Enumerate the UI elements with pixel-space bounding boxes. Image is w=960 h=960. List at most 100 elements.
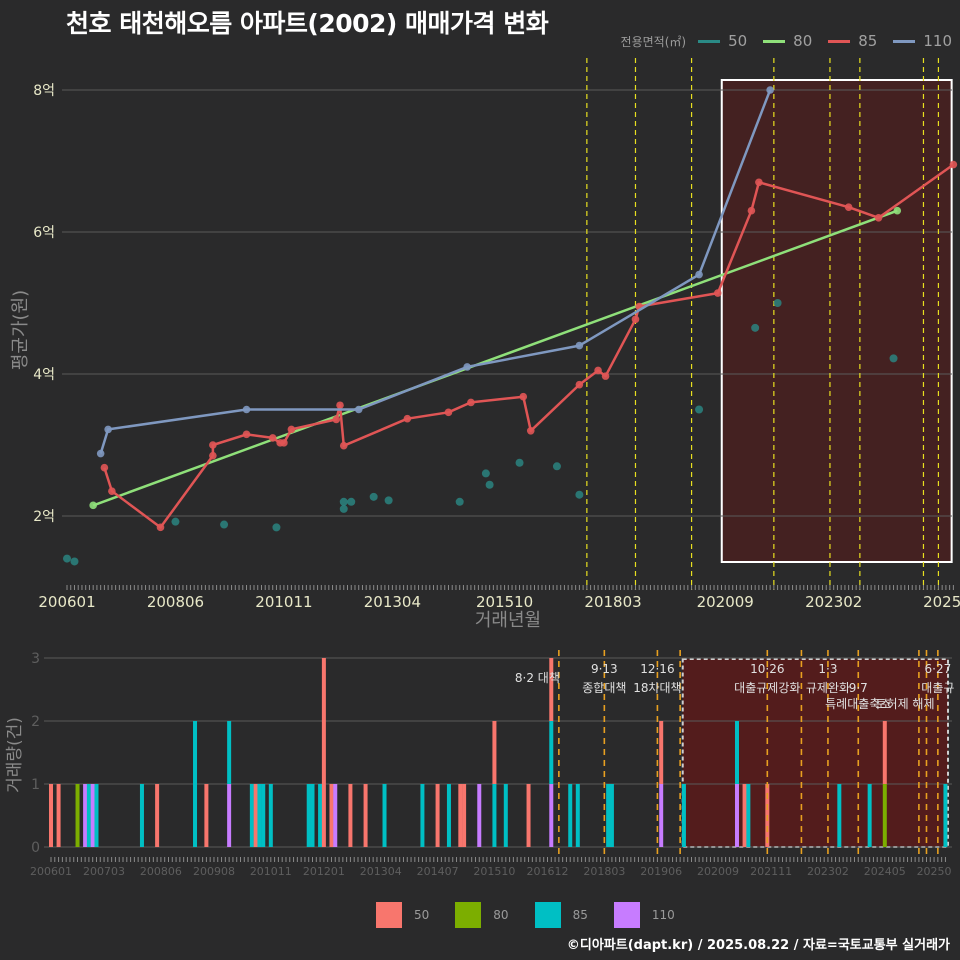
data-point-110 (463, 363, 471, 371)
data-point-85 (444, 408, 453, 417)
legend-key-110 (893, 39, 916, 43)
highlight-region-bottom (681, 658, 949, 848)
policy-date-label: 9·13 (591, 662, 618, 676)
bar-segment-85 (249, 784, 254, 847)
data-point-50 (889, 354, 898, 363)
y-tick-label-bottom: 2 (31, 714, 40, 730)
bar-segment-50 (321, 658, 326, 847)
x-tick-label-bottom: 20250 (917, 865, 952, 878)
x-tick-label-bottom: 200908 (193, 865, 235, 878)
policy-name-label: 18차대책 (633, 680, 681, 695)
y-axis-title: 평균가(원) (10, 290, 31, 370)
legend-label-110: 110 (923, 32, 952, 50)
data-point-85 (747, 206, 756, 215)
bar-segment-50 (329, 784, 334, 847)
x-tick-label-bottom: 202111 (750, 865, 792, 878)
data-point-50 (171, 517, 180, 526)
data-point-110 (104, 425, 112, 434)
y-tick-label: 8억 (33, 83, 55, 99)
bar-segment-85 (575, 784, 580, 847)
volume-chart: 0 1 2 3 거래량(건) 8·2 대책 9·13 종합대책 12·16 18차대책 10·26 대… (5, 650, 954, 878)
legend-swatch-50 (376, 902, 402, 928)
x-tick-label-bottom: 201011 (250, 865, 292, 878)
data-point-50 (552, 462, 561, 471)
x-tick-label-bottom: 201201 (303, 865, 345, 878)
data-point-110 (695, 270, 703, 279)
legend-bottom-label-80: 80 (493, 908, 509, 922)
policy-name-label: 9·7 (849, 681, 868, 695)
bar-segment-80 (75, 784, 80, 847)
price-chart: 2억 4억 6억 8억 200601 200806 201011 201304 201510 20… (10, 58, 960, 631)
legend-bottom-label-85: 85 (572, 908, 588, 922)
bar-segment-85 (446, 784, 451, 847)
bar-segment-85 (943, 784, 948, 847)
x-tick-label-bottom: 202009 (697, 865, 739, 878)
data-point-50 (485, 480, 494, 489)
bar-segment-85 (746, 784, 751, 847)
bar-segment-85 (310, 784, 315, 847)
legend-label-50: 50 (728, 32, 748, 50)
bar-segment-85 (139, 784, 144, 847)
data-point-110 (96, 449, 105, 458)
bar-segment-85 (261, 784, 266, 847)
series-line-80 (92, 209, 898, 507)
data-point-85 (575, 380, 584, 389)
legend-key-80 (763, 39, 786, 43)
x-tick-label-bottom: 201304 (360, 865, 402, 878)
bar-segment-85 (306, 784, 311, 847)
data-point-85 (467, 398, 475, 407)
bar-segment-85 (268, 784, 273, 847)
policy-name-label: 규제완화 (806, 681, 850, 695)
policy-name-label: 대출규 (921, 681, 954, 695)
data-point-50 (481, 469, 490, 478)
x-tick-label: 200601 (38, 593, 95, 611)
data-point-85 (108, 487, 116, 495)
y-tick-label: 4억 (33, 367, 55, 383)
data-point-85 (403, 414, 412, 423)
bar-segment-85 (257, 784, 262, 847)
x-tick-label-bottom: 200806 (140, 865, 182, 878)
series-line-110 (99, 89, 772, 454)
data-point-85 (713, 289, 722, 297)
legend-title: 전용면적(㎡) (620, 34, 687, 49)
x-tick-label-bottom: 200601 (30, 865, 72, 878)
data-point-85 (755, 178, 763, 187)
data-point-85 (594, 366, 602, 375)
data-point-50 (339, 504, 348, 513)
data-point-85 (209, 441, 217, 449)
credit-text: ©디아파트(dapt.kr) / 2025.08.22 / 자료=국토교통부 실… (566, 938, 950, 953)
y-tick-label-bottom: 0 (31, 840, 40, 856)
data-point-85 (949, 160, 958, 169)
bar-segment-85 (681, 784, 686, 847)
data-point-80 (89, 501, 97, 510)
data-point-85 (336, 401, 344, 410)
x-axis-title: 거래년월 (475, 610, 541, 631)
bar-segment-50 (348, 784, 353, 847)
y-tick-label: 2억 (33, 509, 55, 525)
legend-top: 전용면적(㎡) 50 80 85 110 (621, 30, 952, 52)
x-tick-label: 2025 (923, 593, 960, 611)
bar-segment-85 (94, 784, 99, 847)
bar-segment-50 (363, 784, 368, 847)
data-point-50 (70, 557, 79, 566)
bar-segment-110 (549, 784, 554, 847)
bar-segment-85 (227, 721, 232, 784)
policy-name-label: 대출규제강화 (734, 681, 800, 695)
bar-segment-80 (882, 784, 887, 847)
bar-segment-110 (477, 784, 482, 847)
bar-segment-50 (253, 784, 258, 847)
bar-segment-50 (458, 784, 463, 847)
policy-name-label-2: 특례대출축소 (825, 697, 891, 711)
bar-segment-110 (90, 784, 95, 847)
policy-name-label: 종합대책 (582, 680, 626, 695)
x-tick-label: 200806 (147, 593, 204, 611)
data-point-110 (575, 341, 584, 350)
y-tick-label-bottom: 3 (31, 651, 40, 667)
x-tick-label: 202009 (697, 593, 754, 611)
x-tick-label-bottom: 201510 (473, 865, 515, 878)
bar-segment-85 (549, 721, 554, 784)
data-point-85 (100, 463, 109, 472)
x-tick-label-bottom: 202302 (807, 865, 849, 878)
legend-label-85: 85 (858, 32, 878, 50)
